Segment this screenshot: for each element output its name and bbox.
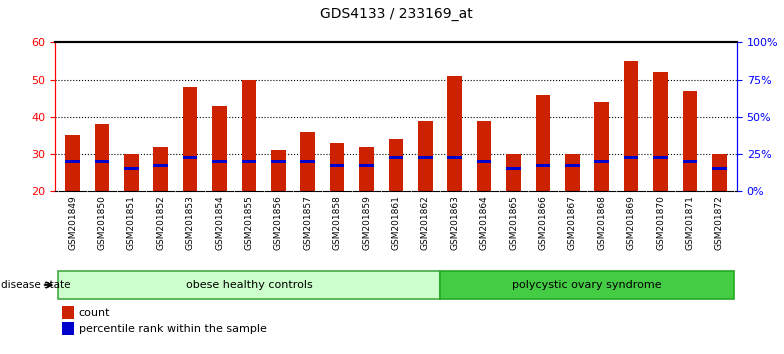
Bar bbox=[154, 147, 168, 191]
Text: GSM201866: GSM201866 bbox=[539, 195, 547, 250]
Bar bbox=[594, 160, 609, 163]
Text: count: count bbox=[78, 308, 111, 318]
Bar bbox=[212, 105, 227, 191]
Text: GSM201853: GSM201853 bbox=[186, 195, 194, 250]
Bar bbox=[271, 160, 285, 163]
Bar bbox=[477, 160, 492, 163]
Bar bbox=[506, 167, 521, 170]
Text: GSM201852: GSM201852 bbox=[156, 195, 165, 250]
Bar bbox=[241, 160, 256, 163]
Text: GSM201851: GSM201851 bbox=[127, 195, 136, 250]
Bar bbox=[212, 160, 227, 163]
Bar bbox=[389, 156, 403, 159]
Text: GSM201863: GSM201863 bbox=[450, 195, 459, 250]
Bar bbox=[65, 135, 80, 191]
Bar bbox=[124, 154, 139, 191]
Bar bbox=[300, 160, 315, 163]
Text: GSM201864: GSM201864 bbox=[480, 195, 488, 250]
Text: GSM201859: GSM201859 bbox=[362, 195, 371, 250]
Bar bbox=[565, 164, 579, 167]
Bar bbox=[535, 164, 550, 167]
Text: GSM201850: GSM201850 bbox=[97, 195, 107, 250]
Bar bbox=[183, 87, 198, 191]
Bar bbox=[448, 76, 462, 191]
Bar bbox=[95, 124, 109, 191]
Bar bbox=[359, 164, 374, 167]
Bar bbox=[95, 160, 109, 163]
Text: GSM201849: GSM201849 bbox=[68, 195, 77, 250]
Bar bbox=[624, 61, 638, 191]
Bar bbox=[154, 164, 168, 167]
Bar bbox=[712, 154, 727, 191]
Bar bbox=[594, 102, 609, 191]
Text: GSM201868: GSM201868 bbox=[597, 195, 606, 250]
Bar bbox=[62, 322, 74, 335]
Bar bbox=[418, 120, 433, 191]
Bar bbox=[565, 154, 579, 191]
FancyBboxPatch shape bbox=[440, 270, 734, 299]
Text: GSM201857: GSM201857 bbox=[303, 195, 312, 250]
Bar bbox=[271, 150, 285, 191]
Text: GSM201861: GSM201861 bbox=[391, 195, 401, 250]
Text: GSM201869: GSM201869 bbox=[626, 195, 636, 250]
Bar bbox=[448, 156, 462, 159]
Bar bbox=[683, 160, 697, 163]
Text: GSM201865: GSM201865 bbox=[509, 195, 518, 250]
Bar bbox=[62, 306, 74, 319]
Bar bbox=[653, 72, 668, 191]
Text: GSM201871: GSM201871 bbox=[685, 195, 695, 250]
Bar bbox=[183, 156, 198, 159]
Text: GSM201856: GSM201856 bbox=[274, 195, 283, 250]
Text: percentile rank within the sample: percentile rank within the sample bbox=[78, 324, 267, 333]
Text: GSM201858: GSM201858 bbox=[332, 195, 342, 250]
Text: GSM201867: GSM201867 bbox=[568, 195, 577, 250]
Bar bbox=[124, 167, 139, 170]
Bar bbox=[418, 156, 433, 159]
Bar bbox=[477, 120, 492, 191]
Text: GSM201854: GSM201854 bbox=[215, 195, 224, 250]
Bar bbox=[330, 164, 344, 167]
Bar bbox=[359, 147, 374, 191]
Text: GDS4133 / 233169_at: GDS4133 / 233169_at bbox=[320, 7, 472, 21]
Bar bbox=[506, 154, 521, 191]
Text: GSM201855: GSM201855 bbox=[245, 195, 253, 250]
Text: GSM201862: GSM201862 bbox=[421, 195, 430, 250]
Bar bbox=[389, 139, 403, 191]
Text: GSM201872: GSM201872 bbox=[715, 195, 724, 250]
FancyBboxPatch shape bbox=[58, 270, 440, 299]
Bar bbox=[300, 132, 315, 191]
Bar bbox=[535, 95, 550, 191]
Text: GSM201870: GSM201870 bbox=[656, 195, 665, 250]
Bar bbox=[683, 91, 697, 191]
Bar bbox=[241, 80, 256, 191]
Bar bbox=[330, 143, 344, 191]
Bar bbox=[65, 160, 80, 163]
Text: polycystic ovary syndrome: polycystic ovary syndrome bbox=[512, 280, 662, 290]
Bar bbox=[653, 156, 668, 159]
Text: disease state: disease state bbox=[1, 280, 71, 290]
Bar bbox=[624, 156, 638, 159]
Text: obese healthy controls: obese healthy controls bbox=[186, 280, 312, 290]
Bar bbox=[712, 167, 727, 170]
